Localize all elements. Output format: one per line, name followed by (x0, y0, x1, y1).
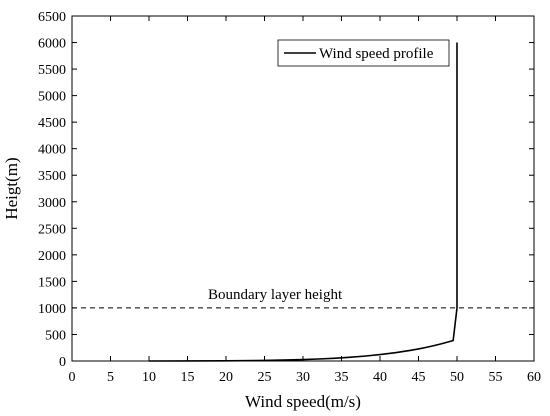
plot-frame (71, 15, 535, 362)
x-tick-label: 0 (69, 370, 76, 385)
x-tick-label: 60 (527, 370, 541, 385)
y-tick-label: 3000 (38, 196, 66, 211)
y-tick-label: 5500 (38, 63, 66, 78)
y-tick-label: 4500 (38, 116, 66, 131)
x-tick-label: 35 (335, 370, 349, 385)
wind-speed-profile-line (148, 42, 458, 362)
y-axis-ticks: 0 500 1000 1500 2000 2500 3000 3500 4000 4500 5000… (38, 10, 534, 370)
y-tick-label: 6000 (38, 37, 66, 52)
x-tick-label: 15 (181, 370, 195, 385)
y-tick-label: 3500 (38, 169, 66, 184)
x-tick-label: 55 (489, 370, 503, 385)
x-tick-label: 20 (219, 370, 233, 385)
x-axis-ticks: 0 5 10 15 20 25 30 35 40 45 50 55 60 (69, 16, 541, 385)
x-tick-label: 10 (142, 370, 156, 385)
y-tick-label: 5000 (38, 90, 66, 105)
y-tick-label: 2000 (38, 249, 66, 264)
y-tick-label: 1000 (38, 302, 66, 317)
x-tick-label: 40 (373, 370, 387, 385)
y-tick-label: 0 (59, 355, 66, 370)
legend: Wind speed profile (277, 39, 450, 67)
y-tick-label: 1500 (38, 275, 66, 290)
y-tick-label: 500 (45, 328, 66, 343)
legend-label: Wind speed profile (319, 46, 434, 62)
y-tick-label: 6500 (38, 10, 66, 25)
x-tick-label: 45 (412, 370, 426, 385)
x-tick-label: 30 (296, 370, 310, 385)
x-tick-label: 25 (258, 370, 272, 385)
x-tick-label: 5 (107, 370, 114, 385)
x-tick-label: 50 (450, 370, 464, 385)
y-tick-label: 4000 (38, 143, 66, 158)
y-tick-label: 2500 (38, 222, 66, 237)
boundary-layer-label: Boundary layer height (208, 287, 343, 303)
y-axis-title: Heigt(m) (2, 157, 21, 219)
x-axis-title: Wind speed(m/s) (245, 392, 361, 411)
